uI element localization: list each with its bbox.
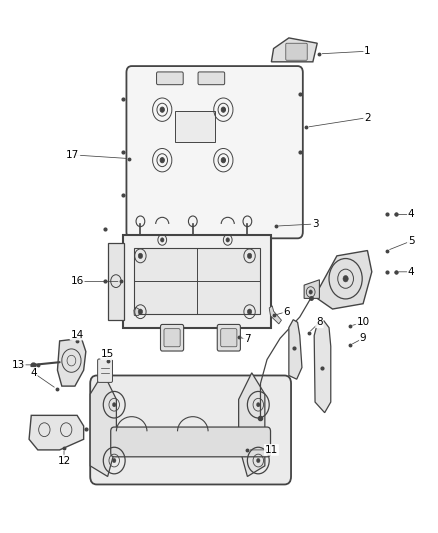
Circle shape [343, 276, 348, 282]
Circle shape [309, 290, 312, 294]
Bar [108, 243, 124, 320]
Circle shape [138, 309, 143, 314]
Text: 10: 10 [357, 317, 370, 327]
Text: 16: 16 [71, 277, 84, 286]
Circle shape [257, 458, 260, 463]
Polygon shape [272, 38, 317, 62]
Text: 1: 1 [364, 46, 371, 56]
Circle shape [160, 158, 164, 163]
Polygon shape [304, 280, 319, 298]
Text: 15: 15 [101, 349, 114, 359]
Text: 6: 6 [283, 306, 290, 317]
Text: 11: 11 [265, 445, 278, 455]
Circle shape [221, 107, 226, 112]
Circle shape [247, 309, 252, 314]
Circle shape [221, 158, 226, 163]
Polygon shape [134, 308, 141, 316]
Circle shape [257, 402, 260, 407]
Text: 8: 8 [316, 317, 323, 327]
Circle shape [226, 238, 230, 242]
FancyBboxPatch shape [111, 427, 271, 457]
FancyBboxPatch shape [217, 325, 240, 351]
Text: 12: 12 [57, 456, 71, 465]
FancyBboxPatch shape [90, 375, 291, 484]
Bar [134, 248, 261, 314]
Polygon shape [57, 338, 86, 386]
FancyBboxPatch shape [286, 43, 307, 60]
Polygon shape [90, 373, 117, 477]
Text: 13: 13 [11, 360, 25, 370]
Polygon shape [289, 320, 302, 379]
Text: 9: 9 [360, 333, 367, 343]
Polygon shape [317, 251, 372, 309]
Circle shape [113, 458, 116, 463]
Circle shape [247, 253, 252, 259]
Polygon shape [269, 306, 282, 324]
FancyBboxPatch shape [221, 329, 237, 347]
FancyBboxPatch shape [98, 359, 113, 382]
Text: 7: 7 [244, 334, 251, 344]
Circle shape [160, 238, 164, 242]
FancyBboxPatch shape [156, 72, 183, 85]
Polygon shape [29, 415, 84, 450]
Polygon shape [239, 373, 265, 477]
Bar [123, 235, 272, 328]
Text: 5: 5 [408, 236, 414, 246]
Text: 14: 14 [71, 329, 84, 340]
Text: 17: 17 [66, 150, 79, 160]
FancyBboxPatch shape [164, 329, 180, 347]
FancyBboxPatch shape [160, 325, 184, 351]
Text: 4: 4 [408, 267, 414, 277]
Polygon shape [314, 321, 331, 413]
Text: 2: 2 [364, 112, 371, 123]
FancyBboxPatch shape [127, 66, 303, 238]
Circle shape [160, 107, 164, 112]
Circle shape [113, 402, 116, 407]
FancyBboxPatch shape [198, 72, 225, 85]
Bar [175, 111, 215, 142]
Text: 4: 4 [408, 209, 414, 220]
Text: 4: 4 [30, 368, 37, 378]
Text: 3: 3 [312, 219, 318, 229]
Circle shape [138, 253, 143, 259]
